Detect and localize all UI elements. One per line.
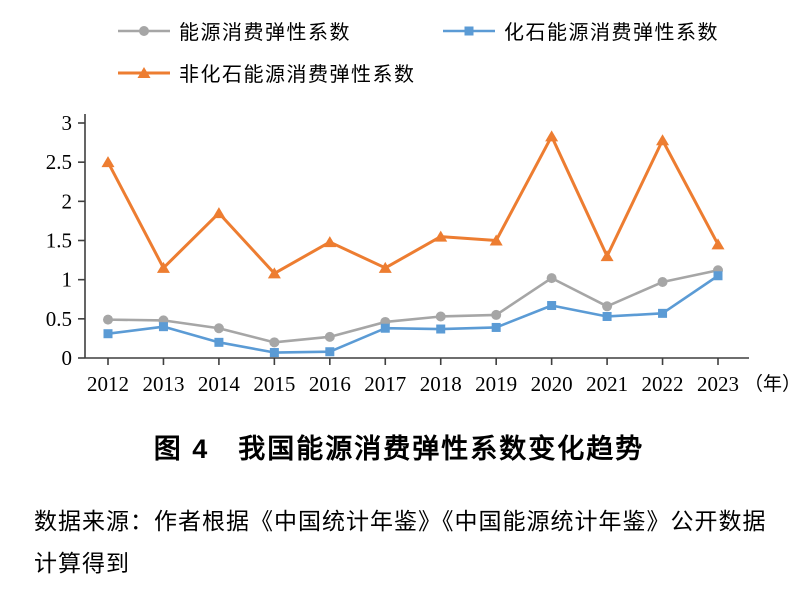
svg-text:2013: 2013 [142,372,184,396]
svg-text:2023: 2023 [697,372,739,396]
svg-text:0: 0 [62,346,73,370]
legend-item-nonfossil: 非化石能源消费弹性系数 [118,58,416,87]
svg-text:2021: 2021 [586,372,628,396]
chart-legend: 能源消费弹性系数 化石能源消费弹性系数 非化石能源消费弹性系数 [118,16,719,87]
figure-caption: 图 4 我国能源消费弹性系数变化趋势 [153,434,645,464]
svg-text:1.5: 1.5 [46,229,72,253]
line-circle-marker-icon [118,25,170,36]
svg-text:1: 1 [62,268,73,292]
legend-label-fossil: 化石能源消费弹性系数 [504,22,719,44]
legend-label-energy: 能源消费弹性系数 [179,22,351,44]
legend-label-nonfossil: 非化石能源消费弹性系数 [179,64,416,86]
svg-text:2016: 2016 [309,372,351,396]
svg-text:2019: 2019 [475,372,517,396]
svg-text:2014: 2014 [198,372,241,396]
svg-text:2017: 2017 [364,372,406,396]
svg-text:（年）: （年） [744,373,798,395]
legend-item-fossil: 化石能源消费弹性系数 [443,16,719,45]
svg-text:2015: 2015 [253,372,295,396]
legend-row-2: 非化石能源消费弹性系数 [118,58,719,87]
svg-text:2022: 2022 [642,372,684,396]
svg-text:2: 2 [62,189,73,213]
line-triangle-marker-icon [118,66,170,78]
svg-text:2018: 2018 [420,372,462,396]
svg-text:2020: 2020 [531,372,573,396]
svg-text:0.5: 0.5 [46,307,72,331]
svg-text:2.5: 2.5 [46,150,72,174]
line-square-marker-icon [443,26,495,35]
line-chart: 0 0.5 1 1.5 2 2.5 3 2012 2013 2014 2015 2016 2017 201… [46,111,798,396]
data-source-note: 数据来源：作者根据《中国统计年鉴》《中国能源统计年鉴》公开数据计算得到 [34,509,767,576]
legend-item-energy: 能源消费弹性系数 [118,16,351,45]
svg-text:3: 3 [62,111,73,135]
svg-text:2012: 2012 [87,372,129,396]
legend-row-1: 能源消费弹性系数 化石能源消费弹性系数 [118,16,719,45]
